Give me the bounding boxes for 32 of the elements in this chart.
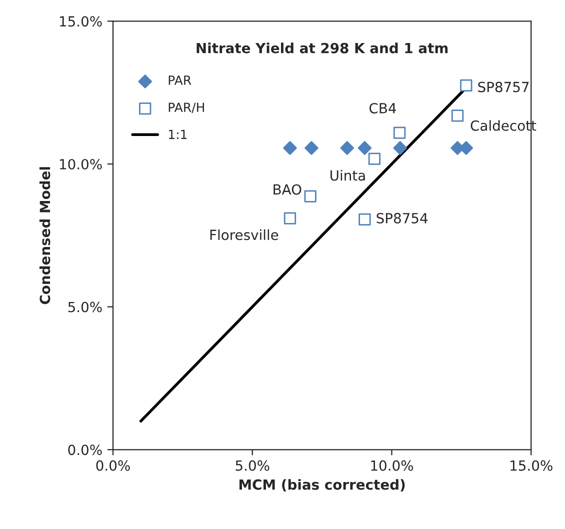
annotation: CB4 [369,102,396,114]
x-tick-label: 10.0% [371,460,414,471]
annotation: BAO [274,184,302,195]
point [368,152,381,165]
y-tick-label: 0.0% [68,444,102,456]
point [304,190,316,202]
annotation: Floresville [210,229,278,240]
y-tick-label: 5.0% [68,302,102,312]
y-tick-label: 10.0% [60,158,102,170]
point [340,141,354,155]
legend-label: 1:1 [168,130,187,139]
legend-label: PAR/H [168,102,204,114]
point [283,141,297,155]
point [393,141,407,155]
point [284,212,296,224]
x-tick-label: 0.0% [96,460,130,471]
point [460,79,472,92]
point [393,126,406,139]
x-tick-label: 15.0% [510,460,552,471]
point [451,110,464,122]
legend-label: PAR [168,76,192,85]
point [358,213,371,226]
text: Nitrate Yield at 298 K and 1 atm [196,42,448,54]
annotation: SP8757 [478,82,529,92]
point [358,141,372,155]
annotation: SP8754 [376,212,428,224]
x-axis-title: MCM (bias corrected) [239,479,405,492]
point [304,141,318,155]
y-axis-title: Condensed Model [39,167,50,304]
y-tick-label: 15.0% [60,16,102,27]
annotation: Uinta [330,170,365,181]
x-tick-label: 5.0% [236,460,270,471]
